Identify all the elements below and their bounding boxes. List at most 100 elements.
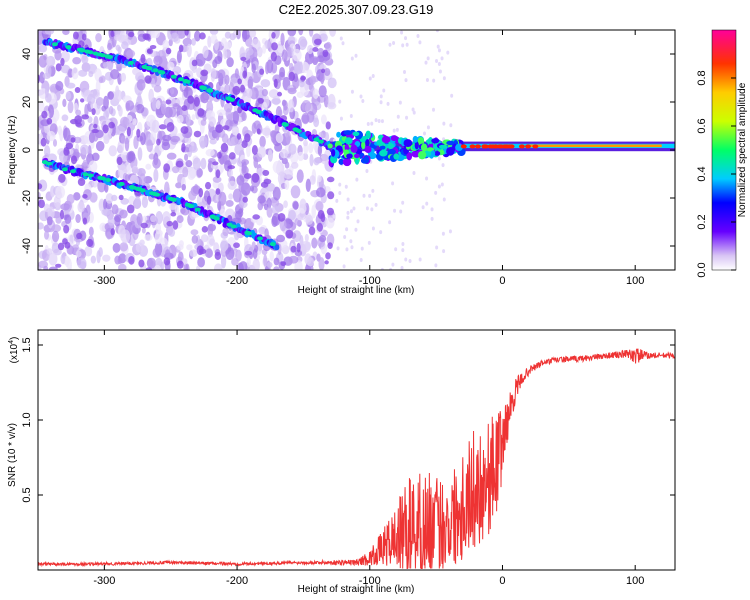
noise-speckle: [215, 131, 220, 141]
spectrogram-y-tick-label: 0: [21, 147, 33, 153]
noise-speckle: [152, 247, 161, 258]
noise-speckle: [272, 160, 282, 174]
noise-speckle: [52, 139, 58, 147]
noise-speckle: [38, 30, 42, 36]
noise-speckle-strong: [59, 209, 65, 220]
noise-speckle: [79, 144, 90, 155]
noise-speckle: [366, 121, 370, 126]
noise-speckle-strong: [232, 85, 241, 95]
noise-speckle: [315, 187, 326, 198]
noise-speckle: [309, 75, 316, 85]
descending-track-upper-peak: [145, 65, 152, 70]
noise-speckle: [146, 139, 154, 153]
noise-speckle: [118, 263, 127, 270]
noise-speckle: [96, 99, 101, 110]
noise-speckle: [224, 31, 232, 39]
scintillation-blob: [352, 131, 360, 137]
noise-speckle: [164, 181, 170, 196]
descending-track-lower-dot: [274, 244, 280, 251]
noise-speckle: [392, 128, 396, 133]
noise-speckle-strong: [259, 68, 265, 75]
noise-speckle-strong: [63, 146, 70, 156]
noise-speckle: [354, 53, 358, 58]
noise-speckle: [308, 142, 314, 154]
noise-speckle: [332, 214, 336, 219]
noise-speckle: [38, 55, 48, 68]
noise-speckle-strong: [327, 191, 335, 200]
noise-speckle: [103, 135, 110, 145]
noise-speckle-strong: [93, 123, 98, 129]
noise-speckle-strong: [327, 242, 333, 250]
noise-speckle-strong: [198, 187, 204, 198]
noise-speckle: [44, 85, 49, 98]
snr-x-label: Height of straight line (km): [298, 584, 415, 595]
scintillation-blob: [417, 150, 427, 160]
noise-speckle: [111, 194, 118, 202]
noise-speckle: [152, 157, 161, 169]
noise-speckle: [144, 234, 153, 241]
noise-speckle: [225, 41, 232, 49]
scintillation-blob: [365, 130, 371, 139]
noise-speckle-strong: [227, 165, 236, 170]
noise-speckle: [102, 61, 113, 69]
noise-speckle: [209, 138, 217, 145]
noise-speckle-strong: [233, 242, 240, 249]
noise-speckle: [228, 168, 233, 178]
noise-speckle-strong: [149, 45, 157, 50]
noise-speckle: [145, 163, 152, 170]
chart-title: C2E2.2025.307.09.23.G19: [279, 2, 434, 17]
noise-speckle: [184, 153, 189, 161]
noise-speckle: [55, 185, 66, 199]
descending-track-lower-peak: [226, 222, 233, 227]
noise-speckle-strong: [81, 33, 87, 41]
noise-speckle: [320, 153, 330, 165]
noise-speckle: [190, 229, 199, 236]
noise-speckle-strong: [257, 97, 264, 104]
noise-speckle: [120, 229, 131, 244]
noise-speckle: [102, 254, 111, 262]
noise-speckle: [182, 166, 189, 178]
noise-speckle: [436, 44, 440, 49]
noise-speckle-strong: [242, 196, 248, 203]
noise-speckle: [435, 30, 439, 33]
noise-speckle-strong: [320, 212, 326, 223]
noise-speckle: [292, 48, 302, 62]
noise-speckle: [242, 30, 248, 43]
noise-speckle: [317, 144, 323, 156]
noise-speckle-strong: [38, 183, 43, 190]
noise-speckle-strong: [40, 137, 47, 147]
scintillation-blob: [393, 153, 400, 160]
noise-speckle: [216, 109, 227, 117]
snr-x-ticks: -300 -200 -100 0 100: [93, 330, 644, 587]
noise-speckle: [207, 35, 212, 48]
noise-speckle: [152, 97, 158, 111]
noise-speckle: [55, 216, 62, 224]
noise-speckle: [246, 257, 251, 268]
noise-speckle-strong: [156, 138, 161, 146]
carrier-hotspot: [460, 144, 467, 149]
colorbar-tick-label: 0.8: [696, 70, 708, 85]
carrier-peak: [529, 144, 662, 148]
noise-speckle: [185, 113, 191, 127]
noise-speckle: [432, 78, 436, 83]
noise-speckle: [162, 134, 172, 142]
noise-speckle-strong: [316, 222, 323, 232]
snr-series-line: [38, 348, 675, 569]
noise-speckle-strong: [215, 169, 221, 179]
noise-speckle: [191, 38, 196, 46]
noise-speckle-strong: [270, 51, 277, 62]
noise-speckle: [98, 247, 103, 257]
noise-speckle-strong: [158, 124, 167, 130]
noise-speckle: [342, 264, 346, 269]
noise-speckle: [136, 79, 146, 91]
noise-speckle: [120, 116, 130, 128]
noise-speckle: [360, 246, 364, 251]
scintillation-blob: [387, 148, 396, 155]
noise-speckle: [309, 153, 314, 167]
noise-speckle-strong: [325, 121, 331, 130]
noise-speckle: [38, 191, 41, 199]
noise-speckle: [172, 103, 180, 110]
descending-track-upper-peak: [106, 54, 113, 59]
noise-speckle: [431, 107, 435, 112]
descending-track-upper-peak: [317, 139, 324, 144]
